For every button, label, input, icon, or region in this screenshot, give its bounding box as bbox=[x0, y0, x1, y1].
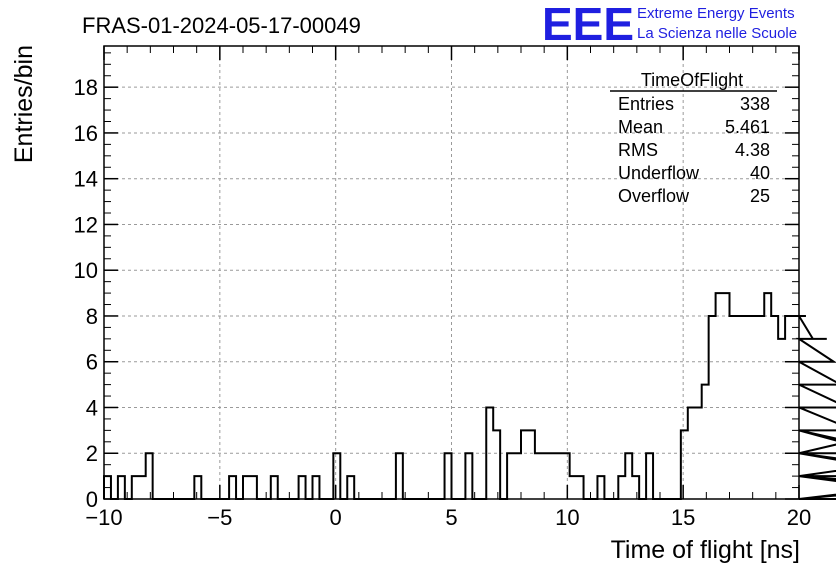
brand-line-2: La Scienza nelle Scuole bbox=[637, 25, 797, 42]
stats-value: 4.38 bbox=[735, 140, 770, 160]
stats-label: Mean bbox=[618, 117, 663, 137]
y-axis-label: Entries/bin bbox=[10, 45, 38, 163]
y-tick-label: 16 bbox=[74, 121, 98, 146]
x-tick-label: 0 bbox=[330, 505, 342, 530]
stats-value: 5.461 bbox=[725, 117, 770, 137]
x-tick-label: −5 bbox=[207, 505, 232, 530]
y-tick-label: 18 bbox=[74, 75, 98, 100]
stats-value: 40 bbox=[750, 163, 770, 183]
y-tick-label: 8 bbox=[86, 304, 98, 329]
grid bbox=[104, 46, 799, 499]
x-tick-label: 10 bbox=[555, 505, 579, 530]
stats-value: 338 bbox=[740, 94, 770, 114]
stats-title: TimeOfFlight bbox=[641, 70, 743, 90]
stats-box: TimeOfFlight Entries 338 Mean 5.461 RMS 4.38 U… bbox=[610, 70, 777, 206]
stats-label: Underflow bbox=[618, 163, 700, 183]
stats-label: RMS bbox=[618, 140, 658, 160]
eee-logo: EEE bbox=[542, 0, 634, 50]
brand-line-1: Extreme Energy Events bbox=[637, 5, 795, 22]
histogram-series bbox=[103, 292, 836, 500]
axis-ticks bbox=[103, 46, 800, 500]
stats-label: Overflow bbox=[618, 186, 690, 206]
y-tick-label: 12 bbox=[74, 212, 98, 237]
stats-value: 25 bbox=[750, 186, 770, 206]
x-tick-label: 15 bbox=[671, 505, 695, 530]
y-tick-label: 14 bbox=[74, 167, 98, 192]
y-tick-label: 6 bbox=[86, 350, 98, 375]
y-tick-label: 0 bbox=[86, 487, 98, 512]
x-tick-label: 5 bbox=[445, 505, 457, 530]
x-tick-label: 20 bbox=[787, 505, 811, 530]
x-axis-label: Time of flight [ns] bbox=[611, 536, 800, 564]
y-tick-label: 10 bbox=[74, 258, 98, 283]
axis-tick-labels: −10 −5 0 5 10 15 20 0 2 4 6 8 10 12 14 16 18 bbox=[74, 75, 812, 530]
y-tick-label: 2 bbox=[86, 441, 98, 466]
x-tick-label: −10 bbox=[85, 505, 122, 530]
run-title: FRAS-01-2024-05-17-00049 bbox=[82, 13, 361, 38]
stats-label: Entries bbox=[618, 94, 674, 114]
y-tick-label: 4 bbox=[86, 395, 98, 420]
